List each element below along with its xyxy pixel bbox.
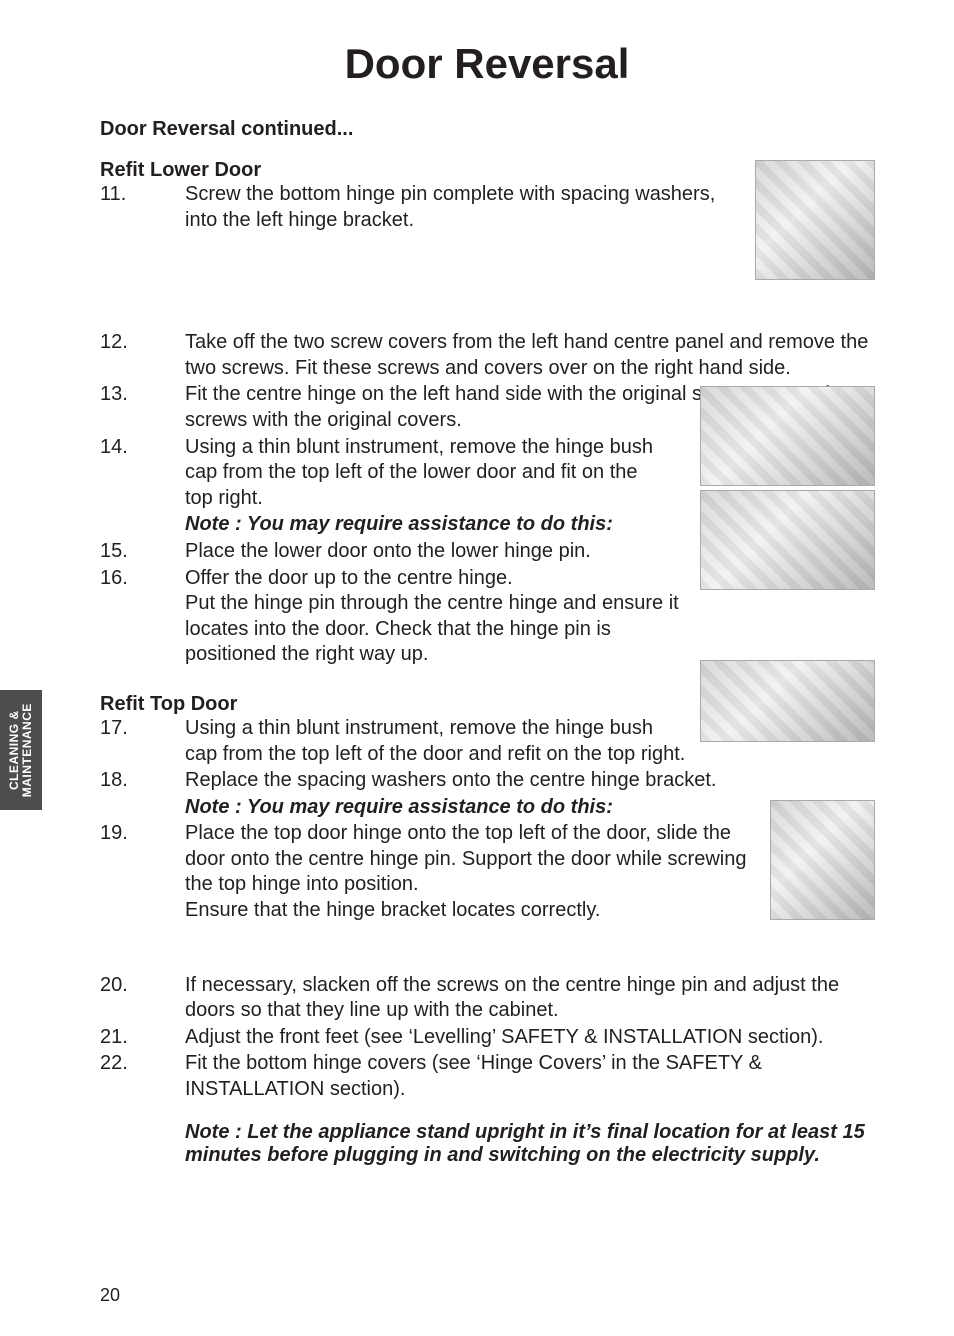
spacer	[100, 925, 874, 973]
final-note: Note : Let the appliance stand upright i…	[185, 1121, 874, 1167]
step-note-2: Note : You may require assistance to do …	[100, 795, 740, 821]
step-11: 11. Screw the bottom hinge pin complete …	[100, 182, 740, 233]
step-18: 18. Replace the spacing washers onto the…	[100, 768, 800, 794]
step-14: 14. Using a thin blunt instrument, remov…	[100, 435, 660, 512]
step-text: Place the lower door onto the lower hing…	[185, 539, 690, 565]
step-num: 11.	[100, 182, 185, 233]
step-22: 22. Fit the bottom hinge covers (see ‘Hi…	[100, 1051, 880, 1102]
figure-hinge-pin	[755, 160, 875, 280]
step-12: 12. Take off the two screw covers from t…	[100, 330, 880, 381]
step-text: Note : You may require assistance to do …	[185, 795, 740, 821]
step-num: 13.	[100, 382, 185, 433]
step-text: Using a thin blunt instrument, remove th…	[185, 435, 660, 512]
step-note-1: Note : You may require assistance to do …	[100, 512, 690, 538]
step-19: 19. Place the top door hinge onto the to…	[100, 821, 770, 923]
step-21: 21. Adjust the front feet (see ‘Levellin…	[100, 1025, 880, 1051]
step-16: 16. Offer the door up to the centre hing…	[100, 566, 690, 668]
step-num: 17.	[100, 716, 185, 767]
step-num: 14.	[100, 435, 185, 512]
step-num: 19.	[100, 821, 185, 923]
step-text: Using a thin blunt instrument, remove th…	[185, 716, 690, 767]
figure-top-bush-cap	[700, 660, 875, 742]
step-num: 12.	[100, 330, 185, 381]
step-text: Take off the two screw covers from the l…	[185, 330, 880, 381]
step-num: 20.	[100, 973, 185, 1024]
step-text: Replace the spacing washers onto the cen…	[185, 768, 800, 794]
step-15: 15. Place the lower door onto the lower …	[100, 539, 690, 565]
figure-bush-cap	[700, 386, 875, 486]
page-title: Door Reversal	[100, 40, 874, 88]
step-num: 21.	[100, 1025, 185, 1051]
page-number: 20	[100, 1285, 120, 1306]
step-text: Fit the bottom hinge covers (see ‘Hinge …	[185, 1051, 880, 1102]
figure-top-hinge	[770, 800, 875, 920]
side-tab-label: CLEANING &MAINTENANCE	[8, 703, 34, 797]
step-num: 15.	[100, 539, 185, 565]
step-num: 18.	[100, 768, 185, 794]
step-num: 16.	[100, 566, 185, 668]
step-num	[100, 512, 185, 538]
step-text: Place the top door hinge onto the top le…	[185, 821, 770, 923]
step-text: Offer the door up to the centre hinge.Pu…	[185, 566, 690, 668]
step-17: 17. Using a thin blunt instrument, remov…	[100, 716, 690, 767]
step-text: Adjust the front feet (see ‘Levelling’ S…	[185, 1025, 880, 1051]
step-text: If necessary, slacken off the screws on …	[185, 973, 880, 1024]
step-text: Screw the bottom hinge pin complete with…	[185, 182, 740, 233]
side-tab: CLEANING &MAINTENANCE	[0, 690, 42, 810]
step-text: Note : You may require assistance to do …	[185, 512, 690, 538]
figure-centre-hinge	[700, 490, 875, 590]
continued-heading: Door Reversal continued...	[100, 118, 874, 141]
step-num: 22.	[100, 1051, 185, 1102]
step-num	[100, 795, 185, 821]
step-20: 20. If necessary, slacken off the screws…	[100, 973, 880, 1024]
page: Door Reversal Door Reversal continued...…	[0, 0, 954, 1336]
